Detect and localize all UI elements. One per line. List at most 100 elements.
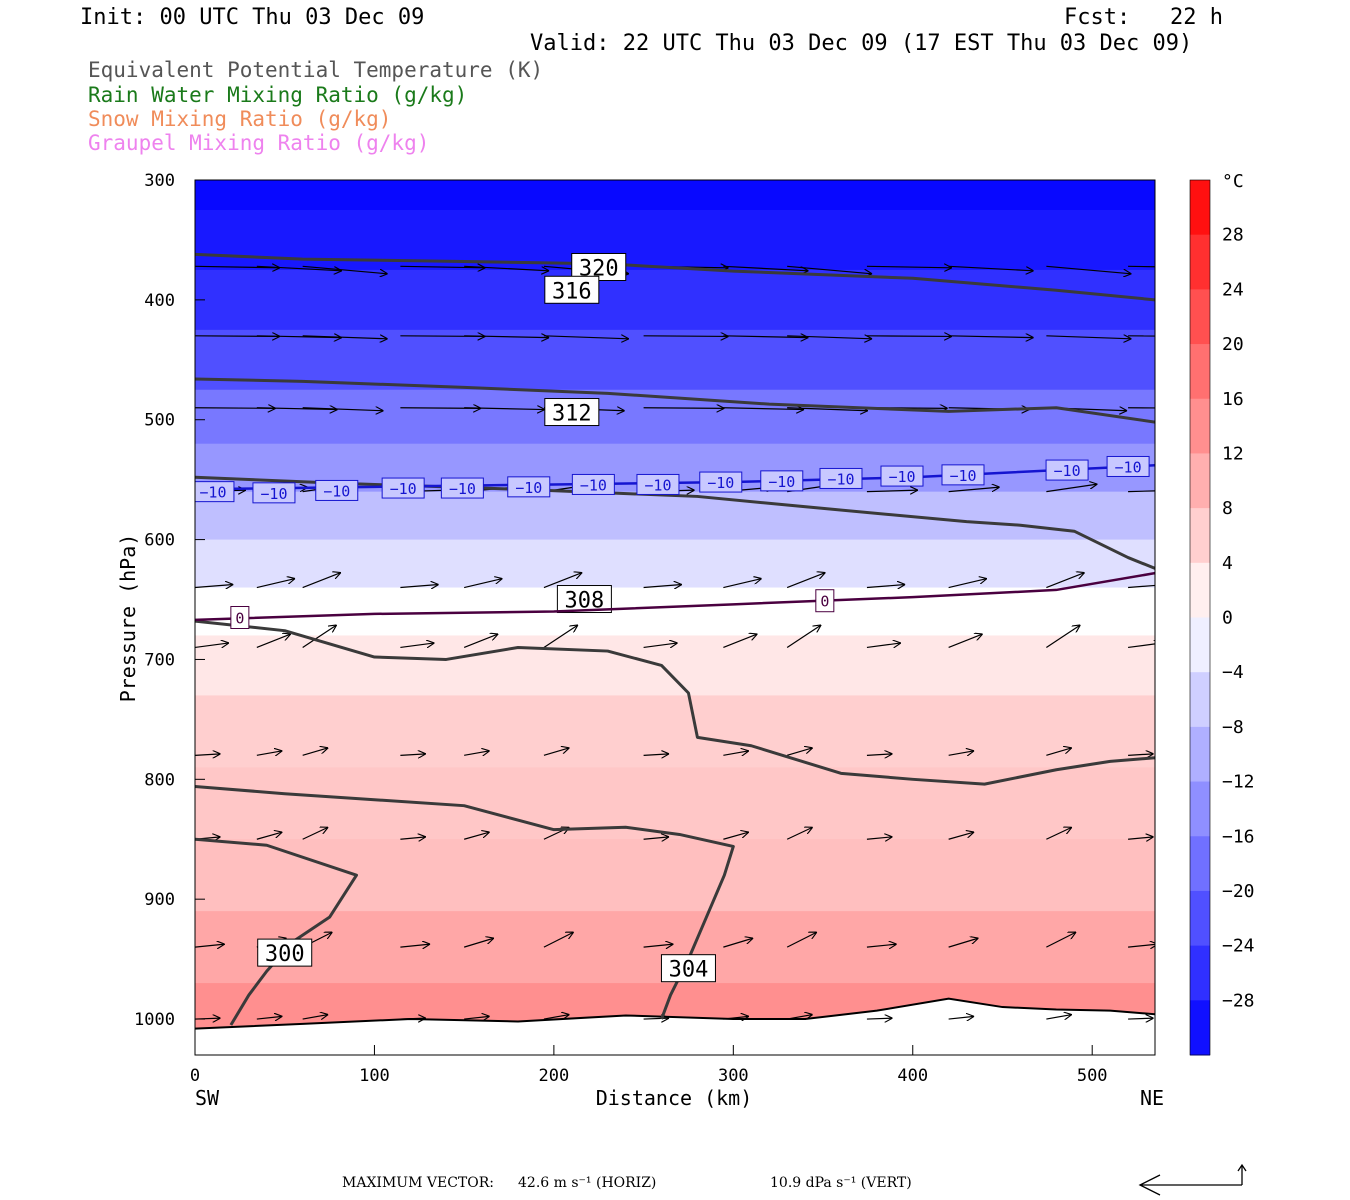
isotherm-minus10-label: −10 [827, 470, 854, 488]
wind-vector [256, 579, 295, 589]
wind-vector [643, 754, 670, 756]
wind-vector [866, 336, 952, 337]
wind-vector [302, 1015, 329, 1020]
isotherm-zero-label: 0 [820, 593, 829, 611]
colorbar-tick-label: 28 [1222, 225, 1244, 246]
wind-vector [1046, 625, 1080, 648]
theta-e-label-box [556, 585, 612, 614]
wind-vector [400, 754, 426, 756]
isotherm-minus10-label-box [1106, 455, 1150, 477]
temp-band [195, 635, 1155, 697]
wind-vector [948, 487, 1000, 493]
wind-vector [787, 408, 868, 411]
x-tick-label: 300 [718, 1066, 749, 1086]
wind-vector [195, 944, 225, 947]
colorbar-unit: °C [1222, 171, 1244, 192]
colorbar: 28 24 20 16 12 8 4 0 −4 −8 −12 −16 −20 −24 −28 [1189, 179, 1255, 1056]
wind-vector [866, 837, 893, 839]
colorbar-tick-label: −8 [1222, 717, 1244, 738]
colorbar-tick-label: −12 [1222, 772, 1255, 793]
valid-time: Valid: 22 UTC Thu 03 Dec 09 (17 EST Thu … [530, 31, 1193, 56]
y-tick-label: 400 [144, 291, 175, 311]
isotherm-minus10-label: −10 [949, 467, 976, 485]
isotherm-minus10-label: −10 [1115, 458, 1142, 476]
wind-vector [1046, 573, 1084, 589]
colorbar-swatch [1190, 890, 1210, 947]
isotherm-minus10-label-box [699, 471, 743, 493]
wind-vector [464, 265, 549, 271]
x-tick-label: 400 [897, 1066, 928, 1086]
isotherm-zero-label-box [815, 589, 835, 613]
wind-vector [786, 573, 825, 589]
wind-vector [464, 336, 549, 338]
wind-vector [464, 579, 502, 589]
wind-vector [643, 643, 678, 649]
legend-rain: Rain Water Mixing Ratio (g/kg) [88, 83, 468, 107]
isotherm-minus10-label-box [507, 476, 551, 498]
y-axis-label: Pressure (hPa) [116, 534, 140, 703]
wind-vector [464, 751, 490, 756]
wind-vector [948, 832, 975, 840]
wind-vector [948, 579, 987, 589]
isotherm-minus10-label: −10 [888, 468, 915, 486]
x-tick-label: 100 [359, 1066, 390, 1086]
wind-vector [1046, 484, 1097, 493]
wind-vector [787, 265, 872, 274]
wind-vector [723, 938, 753, 948]
wind-vector [948, 265, 1034, 271]
plot-frame [194, 179, 1156, 1056]
terrain-fill [195, 998, 1155, 1055]
isotherm-minus10-label: −10 [580, 476, 607, 494]
wind-vector [256, 408, 338, 410]
wind-vector [948, 1016, 975, 1019]
wind-vector [866, 1018, 893, 1019]
wind-vector [464, 1016, 490, 1019]
y-tick-label: 700 [144, 650, 175, 670]
wind-vector [302, 827, 329, 840]
colorbar-swatch [1190, 1000, 1210, 1056]
wind-vector [786, 748, 813, 756]
isotherm-minus10-label: −10 [1054, 462, 1081, 480]
colorbar-swatch [1190, 289, 1210, 345]
colorbar-swatch [1190, 398, 1210, 454]
isotherm-minus10-label-box [760, 470, 804, 492]
colorbar-swatch [1190, 180, 1210, 236]
wind-vector [866, 585, 905, 588]
wind-vector [256, 634, 291, 649]
x-tick-label: 500 [1077, 1066, 1108, 1086]
temp-band [195, 539, 1155, 589]
wind-vector [302, 336, 388, 339]
isotherm-minus10-label-box [1045, 459, 1089, 481]
legend-snow: Snow Mixing Ratio (g/kg) [88, 107, 392, 131]
colorbar-tick-label: 4 [1222, 553, 1233, 574]
colorbar-tick-label: −24 [1222, 936, 1255, 957]
wind-vector [400, 944, 430, 947]
wind-vector [256, 265, 342, 271]
wind-vector [723, 751, 749, 756]
colorbar-swatch [1190, 508, 1210, 564]
reference-vector [1138, 1163, 1247, 1196]
theta-e-label: 304 [669, 958, 709, 983]
x-axis-label: Distance (km) [596, 1086, 753, 1110]
wind-vector [948, 751, 975, 756]
wind-vector [195, 643, 229, 649]
isotherm-minus10-label: −10 [323, 482, 350, 500]
wind-vector [948, 634, 983, 649]
colorbar-tick-label: 12 [1222, 443, 1244, 464]
wind-vector [643, 408, 725, 409]
isotherm-minus10-label-box [252, 482, 296, 504]
wind-vector [195, 585, 233, 588]
wind-vector [1128, 407, 1155, 409]
colorbar-swatch [1190, 562, 1210, 618]
wind-vector [1046, 265, 1131, 274]
isotherm-minus10-label: −10 [768, 473, 795, 491]
wind-vector [643, 837, 670, 839]
wind-vector [543, 625, 578, 648]
colorbar-tick-label: −16 [1222, 826, 1255, 847]
theta-e-contour [195, 837, 358, 1026]
wind-vector [1046, 336, 1131, 339]
isotherm-minus10-label-box [195, 481, 235, 503]
colorbar-tick-label: 20 [1222, 334, 1244, 355]
wind-vector [786, 932, 817, 948]
